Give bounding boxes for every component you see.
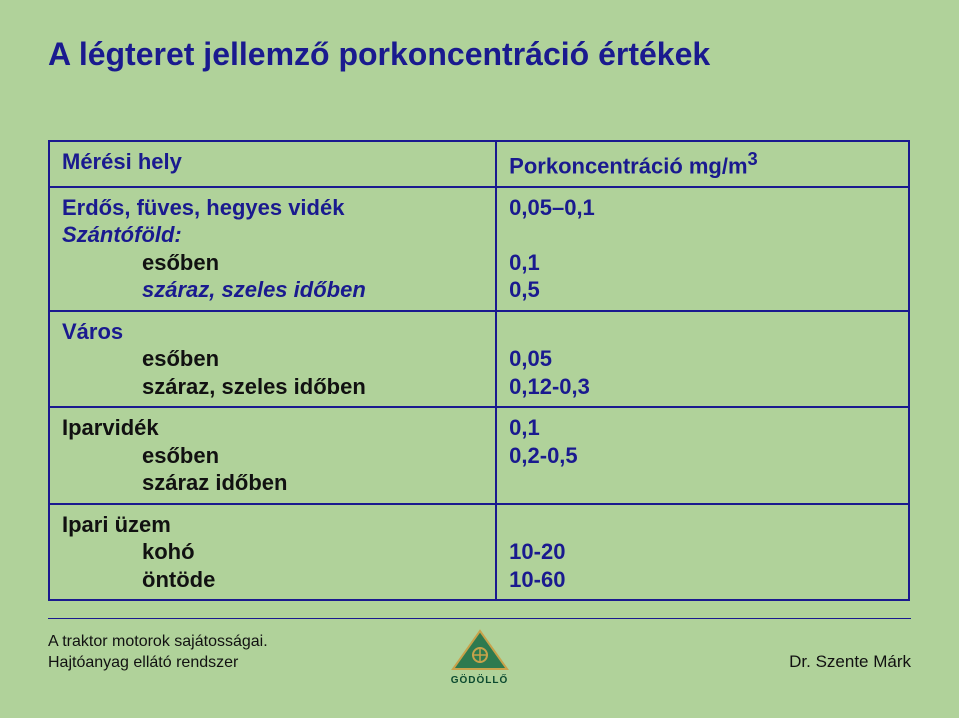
table-cell-right: 10-2010-60 (496, 504, 908, 600)
cell-text-left: Iparvidék (62, 414, 483, 442)
cell-text-right (509, 221, 896, 249)
cell-text-left: kohó (62, 538, 483, 566)
cell-text-left: Szántóföld: (62, 221, 483, 249)
table-cell-left: Erdős, füves, hegyes vidékSzántóföld:eső… (50, 187, 496, 311)
cell-text-left: száraz, szeles időben (62, 276, 483, 304)
slide-title: A légteret jellemző porkoncentráció érté… (0, 0, 959, 73)
cell-text-left: Város (62, 318, 483, 346)
cell-text-right (509, 469, 896, 497)
cell-text-right: 0,05–0,1 (509, 194, 896, 222)
footer-left-line2: Hajtóanyag ellátó rendszer (48, 653, 268, 674)
table-cell-right: 0,05–0,1 0,10,5 (496, 187, 908, 311)
cell-text-left: Ipari üzem (62, 511, 483, 539)
cell-text-left: száraz időben (62, 469, 483, 497)
cell-text-left: esőben (62, 442, 483, 470)
cell-text-right (509, 318, 896, 346)
table-cell-left: Városesőbenszáraz, szeles időben (50, 311, 496, 408)
footer: A traktor motorok sajátosságai. Hajtóany… (0, 628, 959, 698)
cell-text-left: esőben (62, 249, 483, 277)
table-cell-left: Iparvidékesőbenszáraz időben (50, 407, 496, 504)
cell-text-right: 0,05 (509, 345, 896, 373)
table-header-row: Mérési hely Porkoncentráció mg/m3 (50, 142, 908, 187)
header-right-text: Porkoncentráció mg/m (509, 153, 747, 178)
cell-text-right: 10-60 (509, 566, 896, 594)
table-row: Ipari üzemkohóöntöde 10-2010-60 (50, 504, 908, 600)
footer-left: A traktor motorok sajátosságai. Hajtóany… (48, 632, 268, 674)
col-header-right: Porkoncentráció mg/m3 (496, 142, 908, 187)
cell-text-right: 0,1 (509, 249, 896, 277)
table-row: Iparvidékesőbenszáraz időben0,10,2-0,5 (50, 407, 908, 504)
footer-right: Dr. Szente Márk (789, 652, 911, 672)
concentration-table: Mérési hely Porkoncentráció mg/m3 Erdős,… (48, 140, 910, 601)
cell-text-left: száraz, szeles időben (62, 373, 483, 401)
logo-text: GÖDÖLLŐ (450, 675, 510, 686)
table-row: Erdős, füves, hegyes vidékSzántóföld:eső… (50, 187, 908, 311)
footer-left-line1: A traktor motorok sajátosságai. (48, 632, 268, 653)
cell-text-right (509, 511, 896, 539)
cell-text-right: 10-20 (509, 538, 896, 566)
cell-text-left: öntöde (62, 566, 483, 594)
cell-text-left: Erdős, füves, hegyes vidék (62, 194, 483, 222)
triangle-logo-icon (450, 629, 510, 673)
cell-text-right: 0,12-0,3 (509, 373, 896, 401)
slide: A légteret jellemző porkoncentráció érté… (0, 0, 959, 718)
cell-text-right: 0,2-0,5 (509, 442, 896, 470)
cell-text-right: 0,1 (509, 414, 896, 442)
footer-logo: GÖDÖLLŐ (450, 629, 510, 686)
table-cell-left: Ipari üzemkohóöntöde (50, 504, 496, 600)
table-cell-right: 0,10,2-0,5 (496, 407, 908, 504)
table-cell-right: 0,050,12-0,3 (496, 311, 908, 408)
footer-divider (48, 618, 911, 619)
cell-text-left: esőben (62, 345, 483, 373)
cell-text-right: 0,5 (509, 276, 896, 304)
table-row: Városesőbenszáraz, szeles időben 0,050,1… (50, 311, 908, 408)
header-right-sup: 3 (748, 148, 758, 169)
col-header-left: Mérési hely (50, 142, 496, 187)
